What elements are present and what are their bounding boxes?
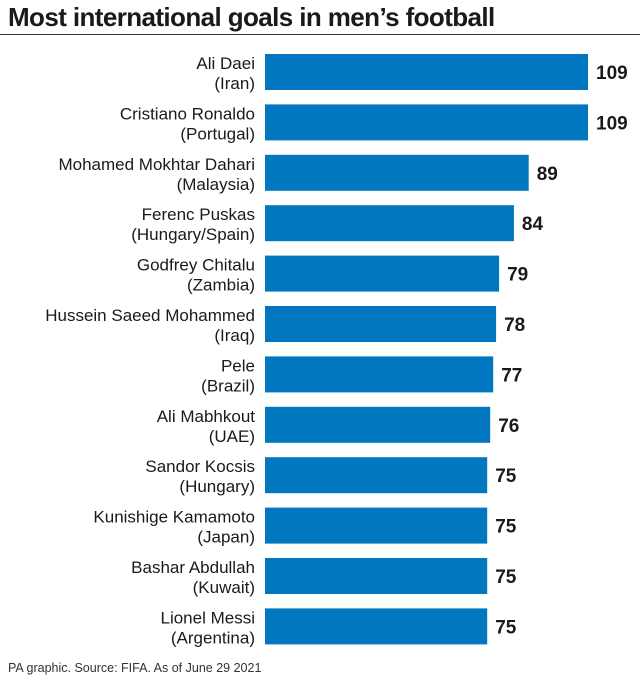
category-name-label: Pele: [221, 356, 255, 375]
bar: [265, 457, 488, 494]
category-country-label: (Zambia): [187, 276, 255, 295]
bar: [265, 205, 514, 242]
bar: [265, 306, 497, 342]
value-label: 77: [501, 365, 522, 386]
bar: [265, 154, 529, 191]
category-name-label: Ferenc Puskas: [142, 205, 255, 224]
bar: [265, 558, 488, 594]
category-name-label: Cristiano Ronaldo: [120, 104, 255, 123]
category-name-label: Lionel Messi: [161, 608, 256, 627]
bar: [265, 104, 588, 141]
bar: [265, 507, 488, 544]
category-country-label: (Argentina): [171, 628, 255, 647]
bar: [265, 255, 500, 292]
value-label: 75: [495, 517, 517, 538]
category-name-label: Godfrey Chitalu: [137, 256, 255, 275]
value-label: 89: [537, 164, 558, 185]
source-note: PA graphic. Source: FIFA. As of June 29 …: [8, 661, 262, 675]
value-label: 76: [498, 416, 519, 437]
category-country-label: (Brazil): [201, 376, 255, 395]
category-country-label: (Kuwait): [193, 578, 255, 597]
bar: [265, 356, 494, 393]
bar: [265, 608, 488, 645]
category-country-label: (Portugal): [180, 124, 255, 143]
category-country-label: (Hungary/Spain): [131, 225, 255, 244]
title-divider: [0, 34, 640, 35]
value-label: 75: [495, 567, 517, 588]
category-name-label: Sandor Kocsis: [145, 457, 255, 476]
category-name-label: Ali Mabhkout: [157, 407, 256, 426]
bar: [265, 406, 491, 443]
category-country-label: (UAE): [209, 427, 255, 446]
category-name-label: Bashar Abdullah: [131, 558, 255, 577]
category-name-label: Kunishige Kamamoto: [93, 508, 255, 527]
category-country-label: (Malaysia): [177, 175, 255, 194]
chart-title: Most international goals in men’s footba…: [8, 2, 495, 32]
category-name-label: Hussein Saeed Mohammed: [45, 306, 255, 325]
category-country-label: (Japan): [197, 528, 255, 547]
category-country-label: (Hungary): [179, 477, 255, 496]
category-country-label: (Iran): [214, 74, 255, 93]
value-label: 75: [495, 466, 517, 487]
category-name-label: Mohamed Mokhtar Dahari: [58, 155, 255, 174]
value-label: 109: [596, 63, 628, 84]
category-country-label: (Iraq): [214, 326, 255, 345]
value-label: 109: [596, 113, 628, 134]
value-label: 78: [504, 315, 525, 336]
category-name-label: Ali Daei: [196, 54, 255, 73]
bar: [265, 54, 588, 90]
value-label: 84: [522, 214, 544, 235]
value-label: 75: [495, 617, 517, 638]
value-label: 79: [507, 265, 528, 286]
